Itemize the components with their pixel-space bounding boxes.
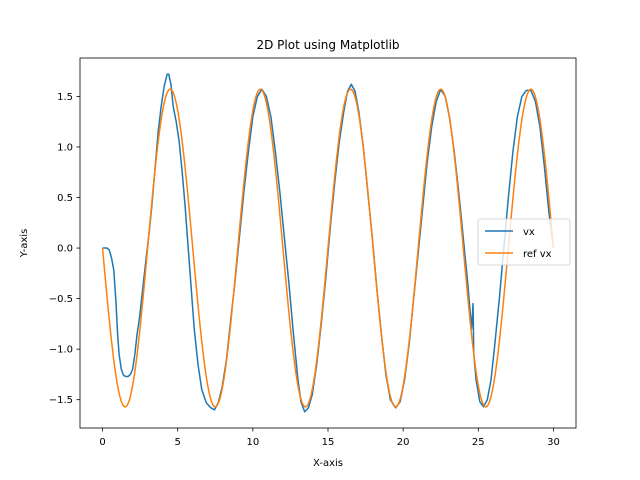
y-axis-ticks: −1.5 −1.0 −0.5 0.0 0.5 1.0 1.5 [49,92,80,406]
series-line-ref-vx [101,88,555,408]
x-tick-label: 25 [472,437,485,448]
x-axis-label: X-axis [313,458,343,469]
y-tick-label: −1.0 [49,345,73,356]
x-tick-label: 5 [175,437,181,448]
y-tick-label: −1.5 [49,395,73,406]
x-axis-ticks: 0 5 10 15 20 25 30 [99,428,560,448]
x-tick-label: 20 [397,437,410,448]
legend-label-vx: vx [523,227,535,238]
y-tick-label: 0.0 [57,244,73,255]
plot-frame [79,57,577,429]
y-tick-label: −0.5 [49,294,73,305]
x-tick-label: 30 [547,437,560,448]
x-tick-label: 10 [246,437,259,448]
y-tick-label: 0.5 [57,193,73,204]
x-tick-label: 15 [322,437,335,448]
y-tick-label: 1.0 [57,142,73,153]
y-axis-label: Y-axis [19,229,30,259]
x-tick-label: 0 [99,437,105,448]
y-tick-label: 1.5 [57,92,73,103]
legend-label-ref-vx: ref vx [523,249,552,260]
chart-title: 2D Plot using Matplotlib [256,38,399,52]
legend: vx ref vx [477,218,571,266]
series-layer [101,73,555,413]
